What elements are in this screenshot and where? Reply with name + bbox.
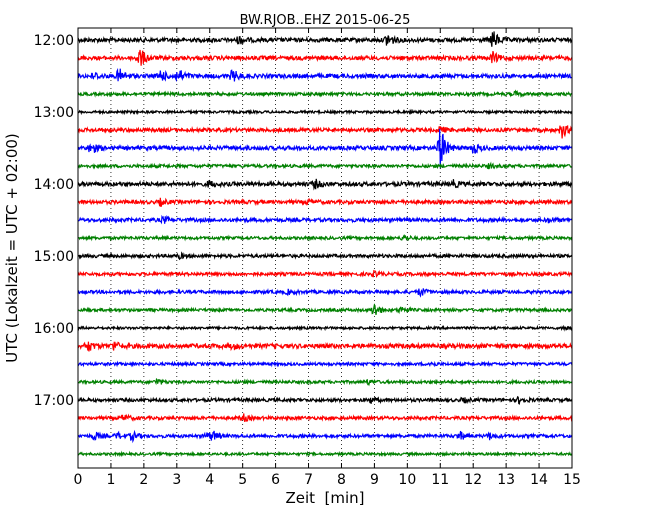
chart-title: BW.RJOB..EHZ 2015-06-25 [240,13,411,28]
seismic-trace [77,89,573,99]
seismic-trace [77,341,573,352]
x-axis: 0 1 2 3 4 5 6 7 8 9 10 11 12 13 14 15 [74,28,581,488]
seismic-trace [77,288,573,298]
x-tick-label: 10 [398,472,416,488]
seismic-trace [77,214,573,225]
y-tick-label: 16:00 [34,321,74,337]
seismic-trace [77,108,573,116]
seismic-trace [77,450,573,458]
seismic-trace [77,413,573,423]
seismic-trace [77,178,573,191]
seismic-trace [77,377,573,387]
x-tick-label: 11 [431,472,449,488]
x-tick-label: 1 [106,472,115,488]
y-axis-label: UTC (Lokalzeit = UTC + 02:00) [3,133,21,363]
seismic-trace [77,67,573,83]
seismic-trace [77,161,573,170]
x-tick-label: 5 [238,472,247,488]
seismic-trace [77,395,573,405]
x-tick-label: 15 [563,472,581,488]
seismic-trace [77,429,573,444]
x-tick-label: 0 [74,472,83,488]
x-tick-label: 14 [530,472,548,488]
plot-frame [77,27,573,469]
seismic-trace [77,124,573,139]
x-tick-label: 6 [271,472,280,488]
trace-group [77,31,573,458]
x-tick-label: 4 [205,472,214,488]
y-tick-label: 14:00 [34,177,74,193]
seismic-trace [77,251,573,261]
y-tick-label: 15:00 [34,249,74,265]
x-tick-label: 9 [370,472,379,488]
seismic-trace [77,197,573,208]
seismic-trace [77,324,573,332]
seismic-trace [77,128,573,168]
seismic-trace [77,49,573,66]
y-tick-label: 17:00 [34,393,74,409]
x-tick-label: 13 [497,472,515,488]
seismic-trace [77,303,573,315]
y-axis: 12:00 13:00 14:00 15:00 16:00 17:00 [34,33,572,409]
x-tick-label: 7 [304,472,313,488]
x-axis-label: Zeit [min] [285,489,364,507]
x-tick-label: 8 [337,472,346,488]
seismic-trace [77,31,573,47]
x-tick-label: 2 [139,472,148,488]
y-tick-label: 13:00 [34,105,74,121]
seismic-trace [77,360,573,368]
seismic-trace [77,233,573,242]
x-tick-label: 12 [464,472,482,488]
x-tick-label: 3 [172,472,181,488]
seismic-trace [77,269,573,278]
y-tick-label: 12:00 [34,33,74,49]
grid-lines [110,28,540,468]
